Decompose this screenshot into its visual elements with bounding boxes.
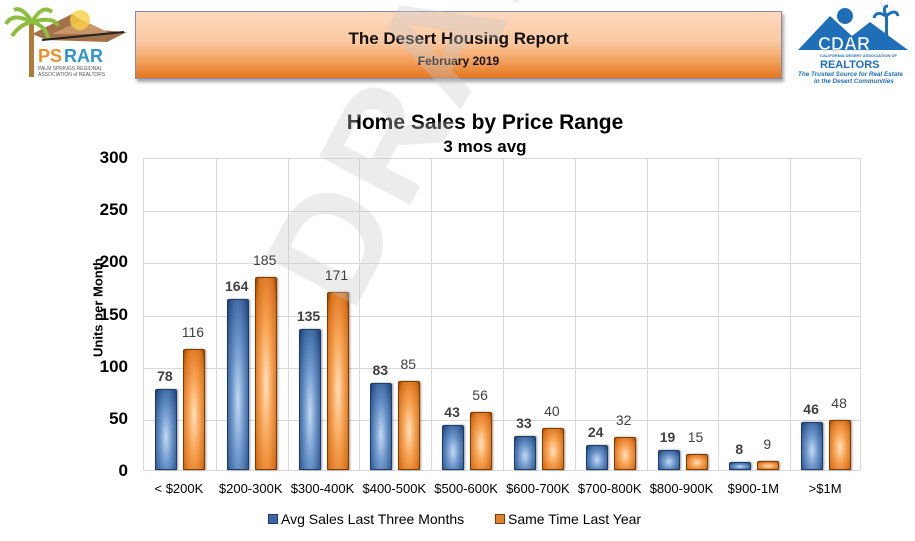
data-label: 185 — [253, 251, 277, 268]
bar-last-year — [685, 454, 708, 470]
svg-text:CALIFORNIA DESERT ASSOCIATION: CALIFORNIA DESERT ASSOCIATION OF — [820, 53, 898, 58]
bar-avg-sales — [657, 450, 680, 470]
y-tick-label: 50 — [109, 408, 128, 428]
gridline-vertical — [790, 159, 792, 470]
bar-avg-sales — [370, 383, 393, 470]
data-label: 40 — [544, 403, 560, 420]
x-tick-label: >$1M — [808, 481, 842, 496]
bar-last-year — [182, 348, 205, 470]
legend-swatch-blue — [268, 514, 278, 524]
gridline-horizontal — [144, 419, 860, 421]
bar-avg-sales — [154, 388, 177, 470]
bar-last-year — [613, 436, 636, 470]
data-label: 83 — [372, 362, 389, 379]
y-tick-label: 0 — [118, 461, 128, 480]
data-label: 78 — [157, 367, 173, 384]
x-tick-label: $900-1M — [727, 481, 779, 496]
bar-avg-sales — [801, 422, 824, 470]
y-tick-label: 300 — [99, 148, 128, 167]
legend-swatch-orange — [495, 514, 505, 524]
gridline-vertical — [431, 159, 433, 470]
data-label: 43 — [444, 404, 460, 421]
bar-avg-sales — [226, 298, 249, 470]
psrar-logo: PS RAR PALM SPRINGS REGIONAL ASSOCIATION… — [2, 2, 132, 82]
data-label: 171 — [324, 266, 349, 283]
bar-last-year — [326, 291, 349, 470]
bar-last-year — [541, 428, 564, 470]
data-label: 33 — [516, 414, 532, 431]
report-date: February 2019 — [417, 54, 500, 68]
svg-text:CDAR: CDAR — [818, 34, 870, 54]
bar-avg-sales — [513, 435, 536, 470]
data-label: 164 — [225, 277, 249, 294]
data-label: 56 — [472, 386, 488, 403]
data-label: 85 — [400, 356, 417, 373]
x-tick-label: $200-300K — [218, 481, 283, 496]
x-tick-label: $700-800K — [577, 481, 642, 496]
y-tick-label: 100 — [99, 356, 128, 376]
bar-avg-sales — [729, 461, 752, 470]
gridline-horizontal — [144, 211, 860, 213]
gridline-vertical — [215, 159, 217, 470]
report-title: The Desert Housing Report — [348, 29, 569, 48]
gridline-horizontal — [144, 367, 860, 369]
gridline-horizontal — [144, 315, 860, 317]
gridline-vertical — [646, 159, 648, 470]
x-tick-label: $300-400K — [290, 481, 355, 496]
bar-avg-sales — [298, 329, 321, 470]
y-tick-label: 200 — [99, 252, 128, 272]
data-label: 135 — [296, 308, 321, 325]
data-label: 48 — [831, 394, 847, 411]
bar-last-year — [829, 419, 852, 470]
psrar-ps-text: PS — [38, 46, 62, 66]
chart-subtitle: 3 mos avg — [443, 137, 527, 156]
svg-text:ASSOCIATION of REALTORS: ASSOCIATION of REALTORS — [38, 72, 106, 78]
svg-text:RAR: RAR — [64, 46, 103, 66]
legend-label: Avg Sales Last Three Months — [281, 511, 465, 527]
data-label: 116 — [181, 323, 205, 340]
gridline-vertical — [359, 159, 361, 470]
legend-item-last-year: Same Time Last Year — [495, 511, 641, 527]
plot-area — [143, 158, 861, 471]
gridline-vertical — [574, 159, 576, 470]
bar-avg-sales — [442, 425, 465, 470]
data-label: 32 — [615, 411, 632, 428]
data-label: 46 — [803, 401, 819, 417]
data-label: 24 — [587, 423, 604, 440]
svg-text:PALM SPRINGS REGIONAL: PALM SPRINGS REGIONAL — [38, 66, 103, 72]
legend-label: Same Time Last Year — [508, 511, 642, 527]
x-tick-label: $500-600K — [434, 481, 498, 496]
gridline-vertical — [503, 159, 504, 470]
bar-last-year — [398, 381, 421, 470]
y-tick-label: 150 — [99, 304, 128, 324]
bar-avg-sales — [585, 444, 608, 470]
x-tick-label: < $200K — [154, 481, 204, 496]
data-label: 19 — [659, 429, 676, 446]
gridline-vertical — [718, 159, 720, 470]
svg-text:REALTORS: REALTORS — [820, 59, 880, 71]
chart-title: Home Sales by Price Range — [346, 111, 624, 134]
bar-last-year — [470, 411, 493, 470]
report-banner: The Desert Housing Report February 2019 — [135, 11, 782, 79]
data-label: 15 — [687, 429, 704, 446]
x-tick-label: $400-500K — [362, 481, 427, 496]
data-label: 8 — [735, 440, 744, 457]
bar-last-year — [757, 460, 780, 470]
x-tick-label: $800-900K — [649, 481, 714, 496]
svg-text:The Trusted Source for Real Es: The Trusted Source for Real Estate — [798, 71, 903, 78]
svg-text:in the Desert Communities: in the Desert Communities — [814, 78, 894, 85]
cdar-logo: CDAR CALIFORNIA DESERT ASSOCIATION OF RE… — [790, 2, 915, 87]
gridline-horizontal — [144, 263, 860, 265]
x-tick-label: $600-700K — [506, 481, 570, 496]
gridline-vertical — [287, 159, 289, 470]
data-label: 9 — [763, 435, 772, 452]
legend-item-avg-sales: Avg Sales Last Three Months — [268, 511, 464, 527]
bar-last-year — [254, 276, 277, 470]
y-tick-label: 250 — [99, 200, 128, 220]
